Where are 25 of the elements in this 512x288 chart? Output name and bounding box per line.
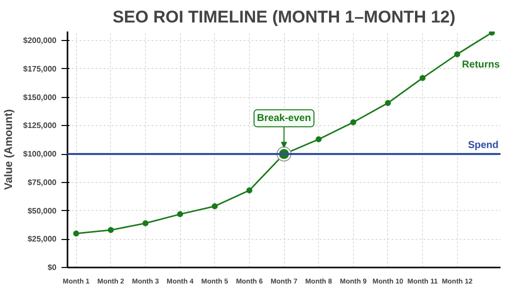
point <box>454 51 460 58</box>
point <box>384 100 391 106</box>
y-tick-label: $0 <box>48 263 58 272</box>
y-tick-label: $25,000 <box>28 234 58 244</box>
y-tick-label: $175,000 <box>23 64 58 74</box>
point <box>316 136 322 142</box>
y-axis-title: Value (Amount) <box>3 108 16 190</box>
point <box>142 220 148 226</box>
y-tick-label: $150,000 <box>23 92 58 102</box>
point <box>420 75 426 82</box>
point <box>73 230 80 236</box>
point <box>108 227 114 234</box>
point <box>350 119 356 126</box>
chart-title: SEO ROI TIMELINE (MONTH 1–MONTH 12) <box>112 8 456 26</box>
y-tick-label: $200,000 <box>23 36 58 46</box>
series-label: Returns <box>462 60 500 71</box>
annotation: Break-even <box>257 112 311 124</box>
y-tick-label: $75,000 <box>28 178 58 187</box>
y-tick-label: $125,000 <box>23 121 58 130</box>
point <box>246 187 252 194</box>
y-tick-label: $50,000 <box>28 206 58 216</box>
ref-line-label: Spend <box>468 140 499 152</box>
point <box>212 203 218 210</box>
y-tick-label: $100,000 <box>23 150 58 159</box>
point <box>177 211 184 218</box>
